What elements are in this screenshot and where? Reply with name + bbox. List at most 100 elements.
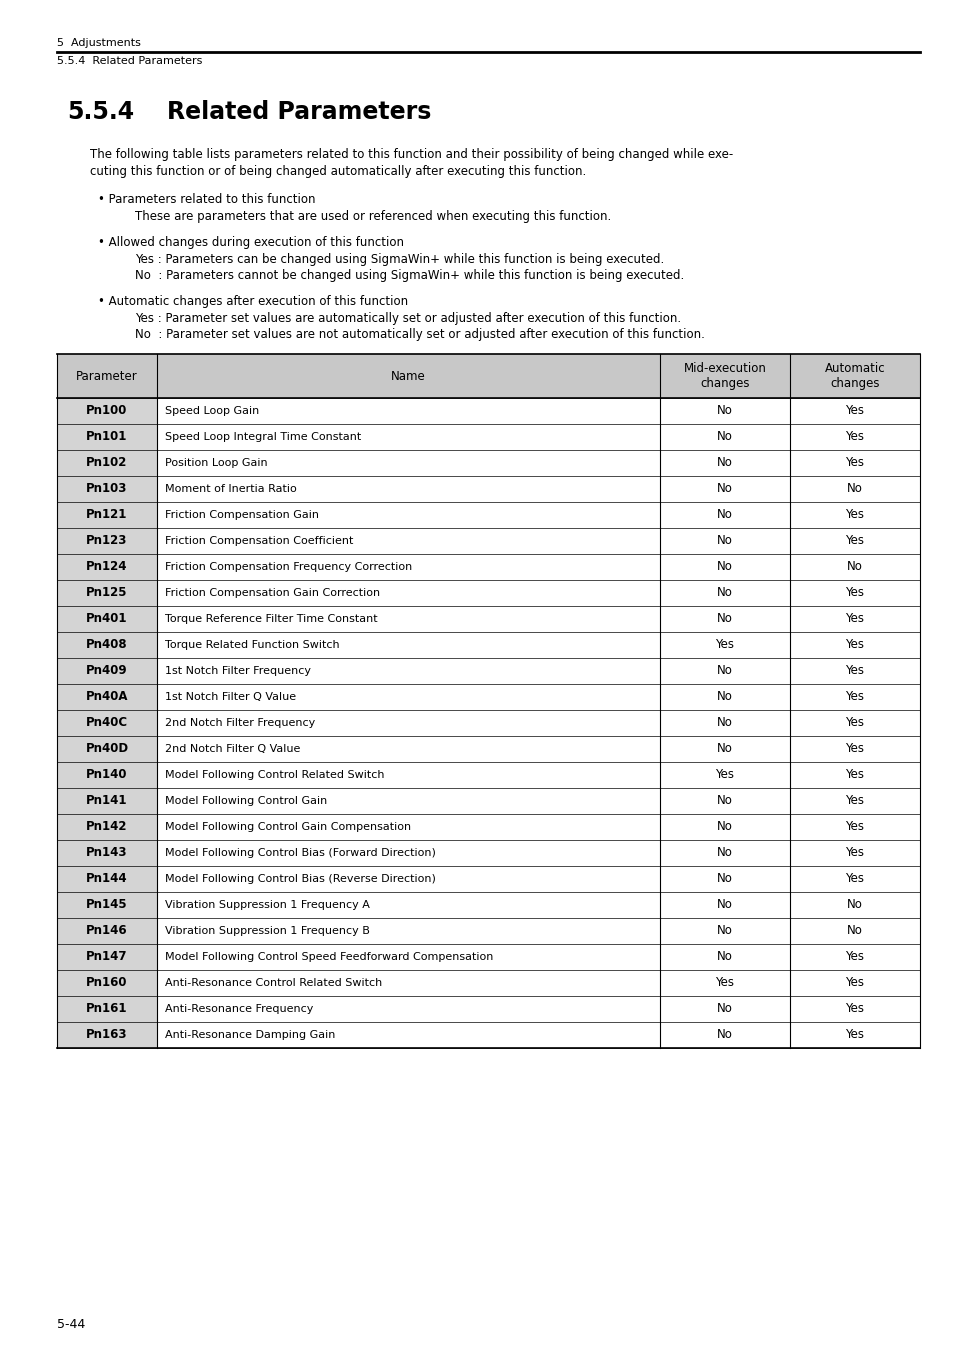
Text: Yes: Yes bbox=[844, 535, 863, 548]
Text: Parameter: Parameter bbox=[76, 370, 138, 382]
Text: No: No bbox=[717, 690, 732, 703]
Text: No: No bbox=[717, 664, 732, 678]
Text: Yes: Yes bbox=[844, 586, 863, 599]
Text: • Parameters related to this function: • Parameters related to this function bbox=[98, 193, 315, 207]
Text: 5.5.4  Related Parameters: 5.5.4 Related Parameters bbox=[57, 55, 202, 66]
Text: No: No bbox=[717, 821, 732, 833]
Text: 2nd Notch Filter Frequency: 2nd Notch Filter Frequency bbox=[165, 718, 314, 728]
Bar bbox=[57, 424, 157, 450]
Text: Pn160: Pn160 bbox=[86, 976, 128, 990]
Text: Pn161: Pn161 bbox=[86, 1003, 128, 1015]
Text: No: No bbox=[846, 560, 862, 574]
Text: Pn124: Pn124 bbox=[86, 560, 128, 574]
Text: These are parameters that are used or referenced when executing this function.: These are parameters that are used or re… bbox=[135, 211, 611, 223]
Text: Pn143: Pn143 bbox=[86, 846, 128, 860]
Bar bbox=[57, 892, 157, 918]
Bar bbox=[57, 814, 157, 840]
Text: Yes: Yes bbox=[715, 639, 734, 652]
Text: Yes: Yes bbox=[844, 795, 863, 807]
Text: Model Following Control Gain: Model Following Control Gain bbox=[165, 796, 327, 806]
Text: No: No bbox=[717, 535, 732, 548]
Text: No: No bbox=[717, 431, 732, 444]
Text: No: No bbox=[717, 717, 732, 729]
Text: Yes: Yes bbox=[844, 872, 863, 886]
Text: No: No bbox=[717, 743, 732, 756]
Text: Yes: Yes bbox=[844, 639, 863, 652]
Text: Yes: Yes bbox=[715, 768, 734, 782]
Text: No: No bbox=[717, 456, 732, 470]
Text: Yes: Yes bbox=[844, 690, 863, 703]
Text: No  : Parameter set values are not automatically set or adjusted after execution: No : Parameter set values are not automa… bbox=[135, 328, 704, 342]
Text: Anti-Resonance Frequency: Anti-Resonance Frequency bbox=[165, 1004, 313, 1014]
Text: No: No bbox=[717, 586, 732, 599]
Bar bbox=[57, 918, 157, 944]
Bar bbox=[57, 840, 157, 865]
Text: Model Following Control Related Switch: Model Following Control Related Switch bbox=[165, 769, 384, 780]
Text: Pn103: Pn103 bbox=[86, 482, 128, 495]
Text: Vibration Suppression 1 Frequency A: Vibration Suppression 1 Frequency A bbox=[165, 900, 370, 910]
Bar bbox=[57, 477, 157, 502]
Bar bbox=[57, 450, 157, 477]
Text: 5  Adjustments: 5 Adjustments bbox=[57, 38, 141, 49]
Bar bbox=[57, 865, 157, 892]
Text: Yes: Yes bbox=[844, 1003, 863, 1015]
Text: Model Following Control Gain Compensation: Model Following Control Gain Compensatio… bbox=[165, 822, 411, 832]
Bar bbox=[57, 684, 157, 710]
Text: Yes: Yes bbox=[844, 846, 863, 860]
Text: Friction Compensation Frequency Correction: Friction Compensation Frequency Correcti… bbox=[165, 562, 412, 572]
Text: 1st Notch Filter Q Value: 1st Notch Filter Q Value bbox=[165, 693, 295, 702]
Bar bbox=[57, 657, 157, 684]
Text: Friction Compensation Gain: Friction Compensation Gain bbox=[165, 510, 318, 520]
Text: Yes : Parameter set values are automatically set or adjusted after execution of : Yes : Parameter set values are automatic… bbox=[135, 312, 680, 325]
Text: Yes: Yes bbox=[844, 976, 863, 990]
Text: No: No bbox=[717, 509, 732, 521]
Bar bbox=[57, 528, 157, 554]
Text: No  : Parameters cannot be changed using SigmaWin+ while this function is being : No : Parameters cannot be changed using … bbox=[135, 269, 683, 282]
Text: Yes: Yes bbox=[844, 405, 863, 417]
Bar bbox=[57, 398, 157, 424]
Bar bbox=[57, 354, 919, 398]
Text: Pn401: Pn401 bbox=[86, 613, 128, 625]
Text: No: No bbox=[717, 846, 732, 860]
Text: Model Following Control Speed Feedforward Compensation: Model Following Control Speed Feedforwar… bbox=[165, 952, 493, 963]
Text: Pn409: Pn409 bbox=[86, 664, 128, 678]
Text: No: No bbox=[846, 482, 862, 495]
Text: Pn40C: Pn40C bbox=[86, 717, 128, 729]
Text: Pn141: Pn141 bbox=[86, 795, 128, 807]
Bar bbox=[57, 606, 157, 632]
Text: Pn140: Pn140 bbox=[86, 768, 128, 782]
Text: Yes: Yes bbox=[844, 743, 863, 756]
Text: changes: changes bbox=[700, 378, 749, 390]
Text: Yes: Yes bbox=[715, 976, 734, 990]
Text: Torque Reference Filter Time Constant: Torque Reference Filter Time Constant bbox=[165, 614, 377, 624]
Text: Pn123: Pn123 bbox=[86, 535, 128, 548]
Text: Vibration Suppression 1 Frequency B: Vibration Suppression 1 Frequency B bbox=[165, 926, 370, 936]
Text: Pn121: Pn121 bbox=[86, 509, 128, 521]
Bar bbox=[57, 554, 157, 580]
Text: Friction Compensation Gain Correction: Friction Compensation Gain Correction bbox=[165, 589, 379, 598]
Text: Yes: Yes bbox=[844, 1029, 863, 1041]
Bar bbox=[57, 944, 157, 971]
Text: Related Parameters: Related Parameters bbox=[167, 100, 431, 124]
Bar bbox=[57, 996, 157, 1022]
Text: changes: changes bbox=[829, 378, 879, 390]
Text: Name: Name bbox=[391, 370, 425, 382]
Text: Friction Compensation Coefficient: Friction Compensation Coefficient bbox=[165, 536, 353, 545]
Text: No: No bbox=[717, 405, 732, 417]
Bar bbox=[57, 971, 157, 996]
Text: Yes: Yes bbox=[844, 768, 863, 782]
Text: No: No bbox=[717, 899, 732, 911]
Text: Speed Loop Gain: Speed Loop Gain bbox=[165, 406, 259, 416]
Text: Yes: Yes bbox=[844, 821, 863, 833]
Text: Speed Loop Integral Time Constant: Speed Loop Integral Time Constant bbox=[165, 432, 361, 441]
Text: • Allowed changes during execution of this function: • Allowed changes during execution of th… bbox=[98, 236, 403, 248]
Text: Automatic: Automatic bbox=[823, 362, 884, 374]
Bar bbox=[57, 502, 157, 528]
Text: No: No bbox=[846, 925, 862, 937]
Text: No: No bbox=[846, 899, 862, 911]
Text: Pn145: Pn145 bbox=[86, 899, 128, 911]
Text: Yes: Yes bbox=[844, 664, 863, 678]
Bar bbox=[57, 580, 157, 606]
Text: Anti-Resonance Control Related Switch: Anti-Resonance Control Related Switch bbox=[165, 977, 382, 988]
Text: No: No bbox=[717, 872, 732, 886]
